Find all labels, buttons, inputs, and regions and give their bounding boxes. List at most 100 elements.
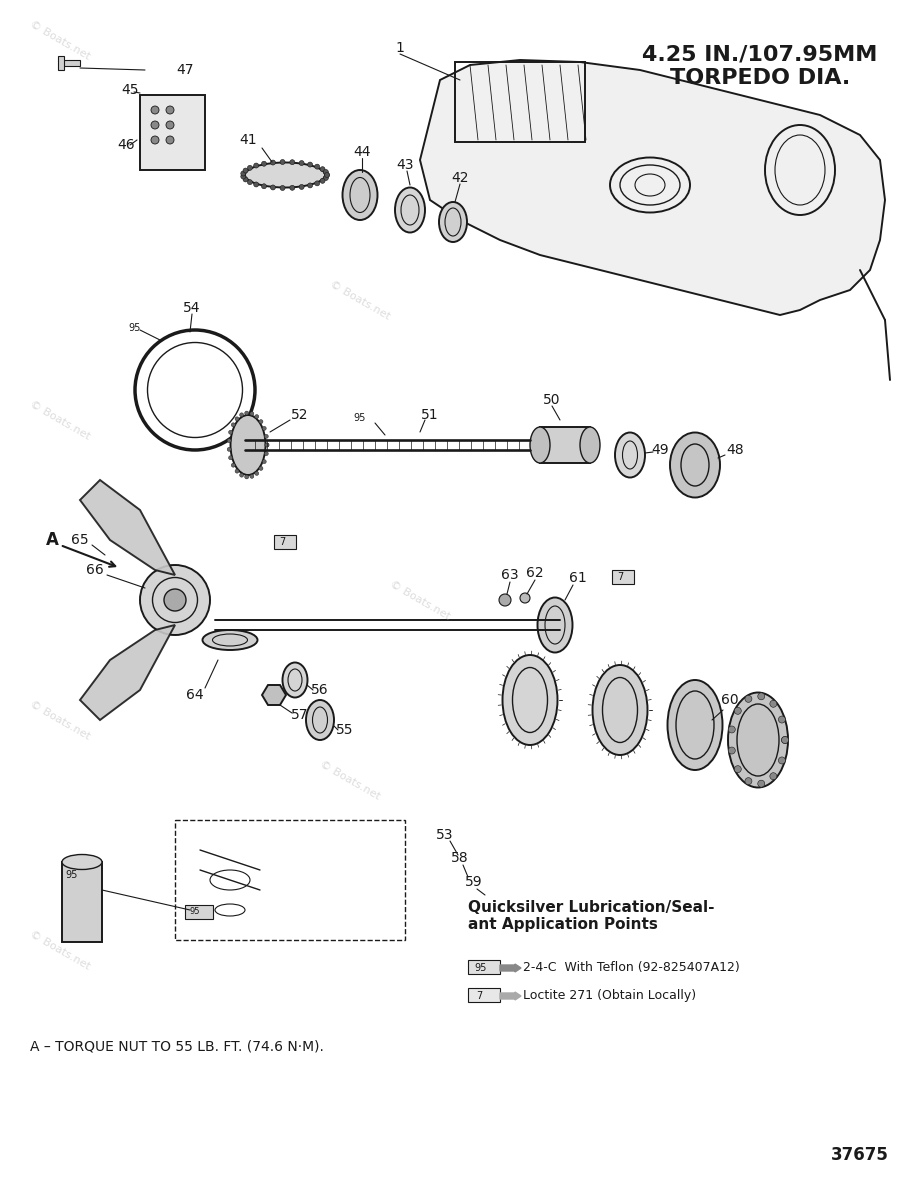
Ellipse shape <box>202 630 258 650</box>
Circle shape <box>299 161 304 166</box>
Circle shape <box>231 422 236 427</box>
Ellipse shape <box>439 202 467 242</box>
Text: 41: 41 <box>239 133 257 146</box>
PathPatch shape <box>262 685 286 704</box>
Text: © Boats.net: © Boats.net <box>28 398 91 442</box>
Circle shape <box>299 185 304 190</box>
Circle shape <box>264 451 268 456</box>
Text: 46: 46 <box>117 138 135 152</box>
Text: 2-4-C  With Teflon (92-825407A12): 2-4-C With Teflon (92-825407A12) <box>523 961 740 974</box>
Ellipse shape <box>592 665 648 755</box>
Circle shape <box>248 166 252 170</box>
Circle shape <box>261 161 266 167</box>
Circle shape <box>235 416 239 421</box>
Text: 63: 63 <box>501 568 518 582</box>
Circle shape <box>249 412 254 415</box>
Bar <box>612 570 634 584</box>
Text: 66: 66 <box>86 563 103 577</box>
Text: © Boats.net: © Boats.net <box>388 578 452 622</box>
Text: 43: 43 <box>396 158 414 172</box>
Text: 50: 50 <box>543 392 561 407</box>
FancyArrow shape <box>500 964 521 972</box>
Circle shape <box>166 106 174 114</box>
Circle shape <box>735 707 741 714</box>
Ellipse shape <box>670 432 720 498</box>
Circle shape <box>264 434 268 438</box>
Circle shape <box>320 179 325 184</box>
Circle shape <box>241 170 246 176</box>
Text: 42: 42 <box>451 170 468 185</box>
Text: © Boats.net: © Boats.net <box>28 929 91 971</box>
Bar <box>62 862 102 942</box>
Circle shape <box>245 412 249 415</box>
Text: 49: 49 <box>651 443 669 457</box>
Circle shape <box>290 185 295 191</box>
Circle shape <box>241 174 246 179</box>
Text: 52: 52 <box>291 408 309 422</box>
Circle shape <box>770 773 777 780</box>
Ellipse shape <box>667 680 723 770</box>
Text: 58: 58 <box>451 851 468 865</box>
Text: 37675: 37675 <box>831 1146 889 1164</box>
Ellipse shape <box>615 432 645 478</box>
Text: 59: 59 <box>465 875 483 889</box>
Circle shape <box>324 173 330 178</box>
Text: A – TORQUE NUT TO 55 LB. FT. (74.6 N·M).: A – TORQUE NUT TO 55 LB. FT. (74.6 N·M). <box>30 1040 324 1054</box>
Ellipse shape <box>230 415 265 475</box>
Ellipse shape <box>306 700 334 740</box>
Bar <box>62 60 80 66</box>
Circle shape <box>745 695 752 702</box>
Circle shape <box>778 716 785 724</box>
Text: 4.25 IN./107.95MM
TORPEDO DIA.: 4.25 IN./107.95MM TORPEDO DIA. <box>642 44 878 89</box>
Circle shape <box>782 737 788 744</box>
Circle shape <box>323 175 328 180</box>
Circle shape <box>315 181 320 186</box>
Circle shape <box>770 701 777 707</box>
Circle shape <box>745 778 752 785</box>
Text: 48: 48 <box>726 443 744 457</box>
Circle shape <box>235 469 239 473</box>
Ellipse shape <box>283 662 308 697</box>
Circle shape <box>227 448 231 451</box>
Text: 53: 53 <box>436 828 454 842</box>
Ellipse shape <box>530 427 550 463</box>
Bar <box>58 56 64 70</box>
Circle shape <box>323 169 328 174</box>
Circle shape <box>228 431 233 434</box>
Text: 54: 54 <box>183 301 201 314</box>
Circle shape <box>255 414 259 419</box>
FancyArrow shape <box>500 992 521 1000</box>
Circle shape <box>227 439 231 443</box>
Circle shape <box>254 163 259 168</box>
Circle shape <box>228 456 233 460</box>
Circle shape <box>259 467 263 470</box>
Circle shape <box>239 413 244 416</box>
Ellipse shape <box>62 854 102 870</box>
Text: 95: 95 <box>474 962 486 973</box>
Ellipse shape <box>503 655 557 745</box>
Ellipse shape <box>728 692 788 787</box>
Text: 95: 95 <box>354 413 366 422</box>
Circle shape <box>261 184 266 188</box>
Circle shape <box>265 443 269 446</box>
Circle shape <box>262 460 266 463</box>
Ellipse shape <box>580 427 600 463</box>
Text: © Boats.net: © Boats.net <box>318 758 382 802</box>
Circle shape <box>320 167 325 172</box>
Text: 62: 62 <box>526 566 544 580</box>
Bar <box>468 960 500 974</box>
Circle shape <box>245 475 249 479</box>
Circle shape <box>778 757 785 764</box>
Ellipse shape <box>140 565 210 635</box>
Circle shape <box>735 766 741 773</box>
Circle shape <box>239 473 244 478</box>
Text: 7: 7 <box>279 538 286 547</box>
Text: 60: 60 <box>722 692 739 707</box>
Text: © Boats.net: © Boats.net <box>28 19 91 61</box>
Circle shape <box>499 594 511 606</box>
Circle shape <box>255 472 259 475</box>
Circle shape <box>259 420 263 424</box>
Text: 1: 1 <box>395 41 405 55</box>
Circle shape <box>280 160 286 164</box>
Circle shape <box>782 737 788 744</box>
